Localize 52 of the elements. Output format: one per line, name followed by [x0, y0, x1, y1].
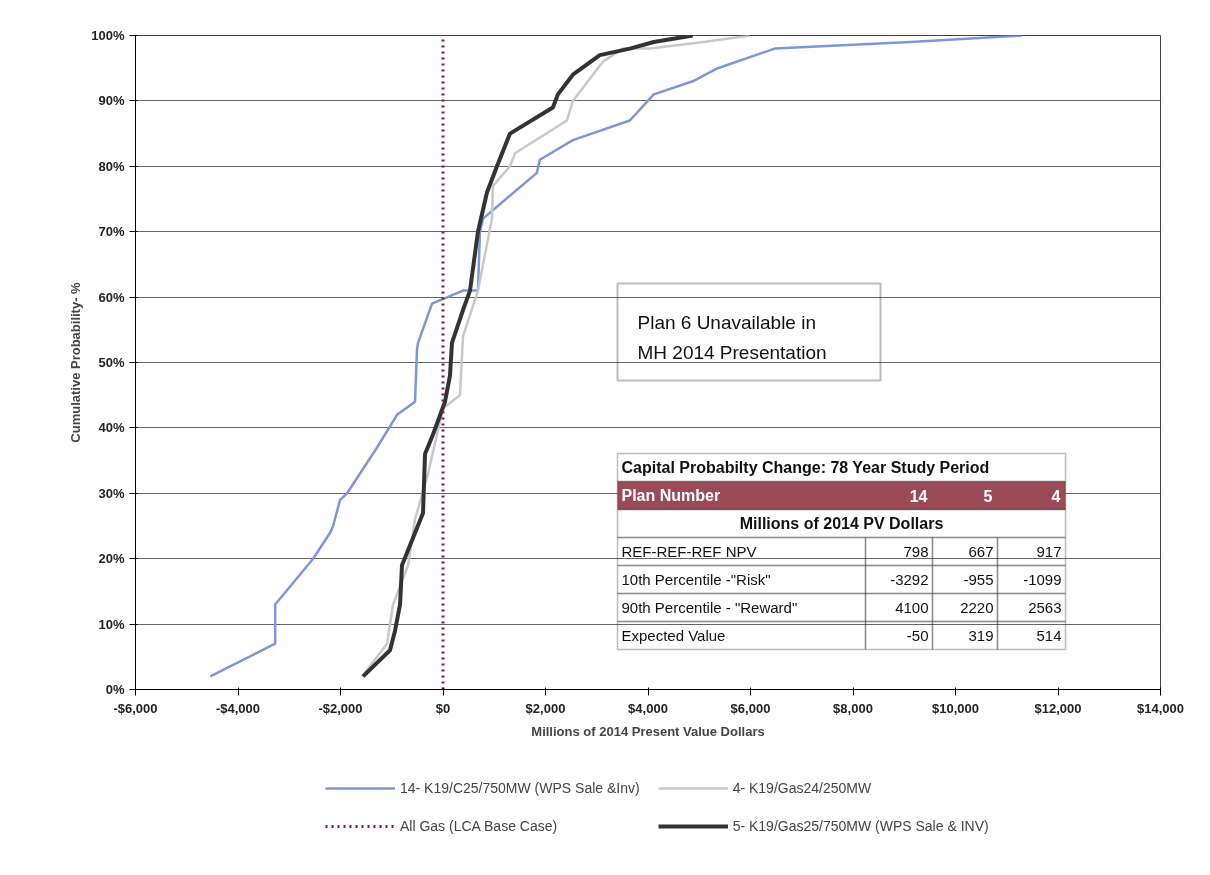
legend-label: 14- K19/C25/750MW (WPS Sale &Inv) — [400, 780, 640, 796]
y-axis-title: Cumulative Probability- % — [68, 281, 84, 443]
annotation: 2220 — [960, 598, 994, 616]
legend-label: 5- K19/Gas25/750MW (WPS Sale & INV) — [732, 818, 989, 834]
x-tick-label: $14,000 — [1137, 700, 1184, 716]
annotation: Capital Probabilty Change: 78 Year Study Period — [621, 459, 990, 476]
x-tick-label: $4,000 — [628, 700, 668, 716]
annotation: 667 — [968, 542, 994, 560]
annotation: REF-REF-REF NPV — [621, 543, 757, 560]
y-tick-label: 90% — [98, 93, 125, 109]
x-tick-label: -$4,000 — [215, 700, 261, 716]
annotation: 10th Percentile -"Risk" — [621, 571, 771, 588]
annotation: -3292 — [890, 570, 929, 588]
y-tick-label: 50% — [98, 355, 125, 370]
annotation: 4 — [1051, 487, 1061, 505]
y-tick-label: 70% — [98, 224, 125, 240]
annotation: 917 — [1036, 542, 1062, 560]
y-tick-label: 20% — [98, 551, 125, 567]
annotation: 14 — [909, 487, 928, 505]
x-tick-label: $8,000 — [833, 700, 873, 716]
x-tick-label: $10,000 — [932, 700, 979, 716]
annotation: 514 — [1036, 626, 1062, 644]
annotation: -50 — [906, 626, 929, 644]
y-tick-label: 60% — [98, 289, 125, 305]
y-tick-label: 100% — [91, 28, 125, 43]
annotation: 90th Percentile - "Reward" — [621, 599, 798, 616]
annotation: 5 — [983, 487, 993, 505]
annotation: -955 — [963, 570, 994, 588]
line-series — [209, 35, 1024, 678]
y-tick-label: 0% — [105, 682, 125, 697]
annotation: Millions of 2014 PV Dollars — [739, 515, 944, 532]
x-tick-label: -$6,000 — [113, 700, 158, 716]
x-tick-label: $0 — [435, 700, 451, 716]
annotation: 319 — [968, 626, 994, 644]
x-tick-label: -$2,000 — [318, 700, 363, 716]
y-tick-label: 30% — [98, 485, 125, 501]
legend-label: 4- K19/Gas24/250MW — [732, 780, 872, 796]
x-tick-label: $2,000 — [525, 700, 566, 716]
y-tick-label: 80% — [98, 158, 125, 174]
annotation: 4100 — [895, 598, 929, 616]
annotation: 798 — [903, 542, 929, 560]
y-tick-label: 40% — [98, 420, 125, 436]
x-tick-label: $6,000 — [730, 700, 771, 716]
annotation: Plan Number — [621, 487, 721, 504]
annotation: Plan 6 Unavailable in MH 2014 Presentation — [637, 312, 827, 363]
y-tick-label: 10% — [98, 616, 125, 632]
annotation: Expected Value — [621, 627, 726, 644]
annotation: -1099 — [1023, 570, 1062, 588]
legend-label: All Gas (LCA Base Case) — [400, 818, 558, 834]
x-axis-title: Millions of 2014 Present Value Dollars — [531, 723, 765, 739]
annotation: 2563 — [1028, 598, 1062, 616]
x-tick-label: $12,000 — [1034, 700, 1082, 716]
